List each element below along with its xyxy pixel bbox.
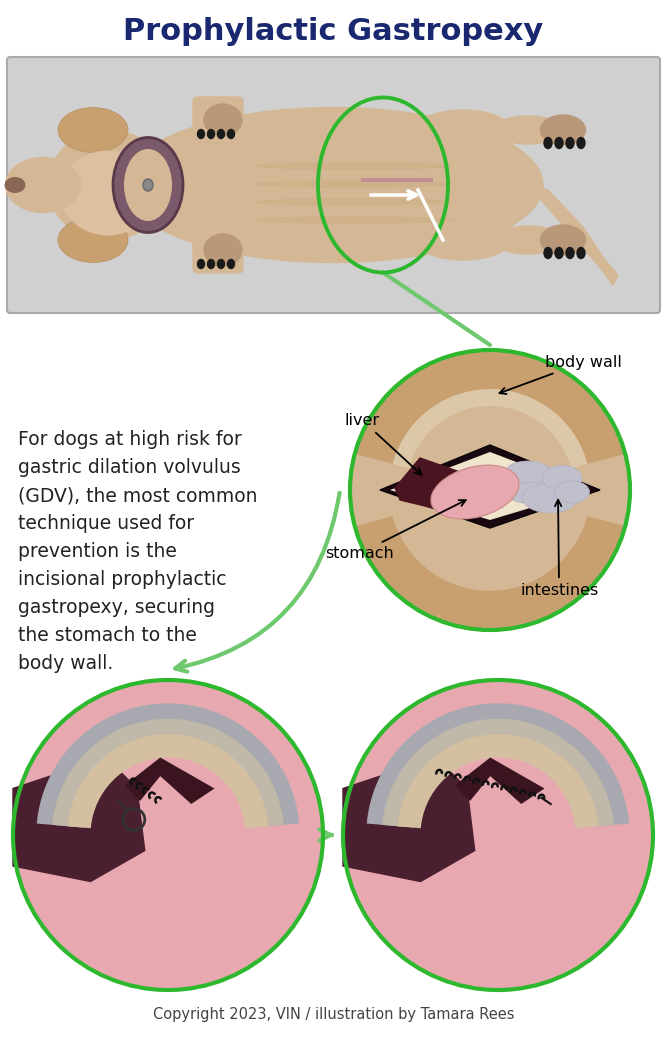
Text: Copyright 2023, VIN / illustration by Tamara Rees: Copyright 2023, VIN / illustration by Ta… bbox=[153, 1007, 514, 1021]
Ellipse shape bbox=[555, 138, 563, 149]
Ellipse shape bbox=[577, 138, 585, 149]
Text: body wall: body wall bbox=[500, 354, 622, 394]
Ellipse shape bbox=[5, 157, 81, 213]
Ellipse shape bbox=[58, 107, 128, 152]
Ellipse shape bbox=[577, 248, 585, 258]
Ellipse shape bbox=[554, 481, 590, 503]
Ellipse shape bbox=[522, 483, 578, 513]
Text: For dogs at high risk for
gastric dilation volvulus
(GDV), the most common
techn: For dogs at high risk for gastric dilati… bbox=[18, 430, 257, 673]
Polygon shape bbox=[367, 703, 629, 827]
Ellipse shape bbox=[540, 225, 586, 255]
Polygon shape bbox=[393, 390, 588, 468]
FancyBboxPatch shape bbox=[193, 97, 243, 143]
Ellipse shape bbox=[197, 129, 205, 139]
Polygon shape bbox=[528, 185, 618, 286]
Circle shape bbox=[343, 680, 653, 990]
Polygon shape bbox=[343, 758, 475, 882]
Ellipse shape bbox=[61, 150, 155, 235]
Polygon shape bbox=[67, 735, 268, 828]
Polygon shape bbox=[382, 719, 614, 827]
Ellipse shape bbox=[207, 259, 215, 269]
Polygon shape bbox=[455, 758, 544, 804]
Circle shape bbox=[13, 680, 323, 990]
Text: intestines: intestines bbox=[520, 500, 598, 598]
Ellipse shape bbox=[498, 466, 572, 504]
Polygon shape bbox=[395, 458, 475, 512]
Ellipse shape bbox=[544, 138, 552, 149]
Polygon shape bbox=[13, 758, 145, 882]
Ellipse shape bbox=[253, 216, 453, 224]
Ellipse shape bbox=[555, 248, 563, 258]
Text: stomach: stomach bbox=[325, 500, 466, 561]
Ellipse shape bbox=[493, 226, 563, 254]
Polygon shape bbox=[52, 719, 283, 827]
Ellipse shape bbox=[5, 177, 25, 193]
Polygon shape bbox=[390, 452, 590, 520]
Ellipse shape bbox=[123, 107, 543, 263]
Text: Prophylactic Gastropexy: Prophylactic Gastropexy bbox=[123, 18, 544, 47]
Ellipse shape bbox=[204, 234, 242, 266]
Ellipse shape bbox=[540, 115, 586, 145]
Ellipse shape bbox=[58, 218, 128, 263]
Ellipse shape bbox=[506, 461, 550, 483]
Polygon shape bbox=[355, 350, 625, 464]
Ellipse shape bbox=[544, 248, 552, 258]
Ellipse shape bbox=[124, 149, 172, 221]
FancyBboxPatch shape bbox=[193, 227, 243, 273]
Ellipse shape bbox=[113, 138, 183, 232]
Polygon shape bbox=[380, 445, 600, 528]
Ellipse shape bbox=[493, 116, 563, 144]
Ellipse shape bbox=[204, 104, 242, 137]
Polygon shape bbox=[398, 735, 598, 828]
Ellipse shape bbox=[197, 259, 205, 269]
Ellipse shape bbox=[48, 130, 168, 240]
Polygon shape bbox=[125, 758, 215, 804]
Polygon shape bbox=[355, 516, 625, 630]
Ellipse shape bbox=[217, 259, 225, 269]
Ellipse shape bbox=[542, 466, 582, 491]
FancyBboxPatch shape bbox=[7, 57, 660, 313]
Ellipse shape bbox=[227, 259, 235, 269]
Ellipse shape bbox=[566, 248, 574, 258]
Ellipse shape bbox=[431, 465, 519, 519]
Ellipse shape bbox=[253, 180, 453, 188]
Ellipse shape bbox=[416, 220, 510, 260]
Ellipse shape bbox=[416, 110, 510, 150]
Circle shape bbox=[350, 350, 630, 630]
Ellipse shape bbox=[253, 162, 453, 170]
Text: liver: liver bbox=[345, 413, 422, 475]
Ellipse shape bbox=[143, 179, 153, 191]
Polygon shape bbox=[37, 703, 299, 827]
Ellipse shape bbox=[207, 129, 215, 139]
Ellipse shape bbox=[566, 138, 574, 149]
Ellipse shape bbox=[253, 198, 453, 206]
Ellipse shape bbox=[217, 129, 225, 139]
Ellipse shape bbox=[227, 129, 235, 139]
